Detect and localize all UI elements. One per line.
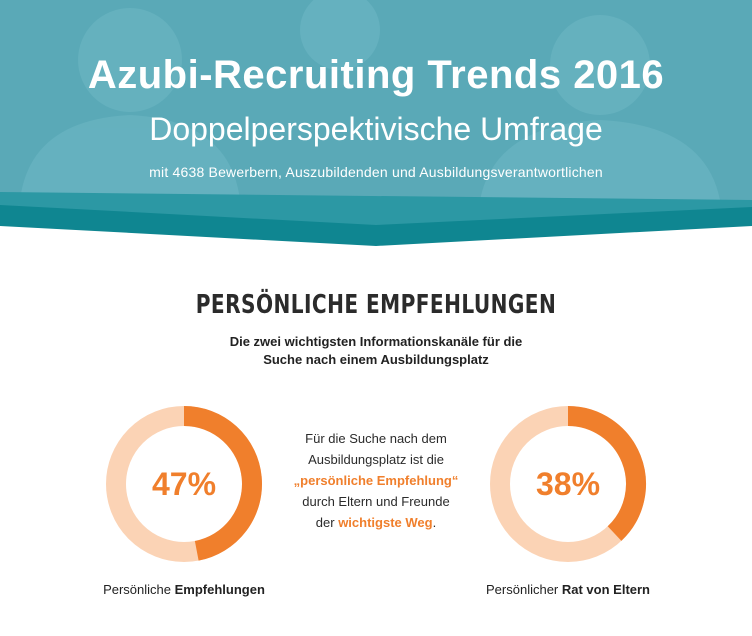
header-banner: Azubi-Recruiting Trends 2016 Doppelpersp…	[0, 0, 752, 250]
center-highlight-2: wichtigste Weg	[338, 515, 433, 530]
center-line-4-suffix: .	[432, 515, 437, 530]
donut-value-arc	[183, 406, 262, 561]
caption-prefix: Persönliche	[103, 582, 175, 597]
page-subtitle: Doppelperspektivische Umfrage	[149, 111, 603, 147]
caption-prefix: Persönlicher	[486, 582, 562, 597]
center-line-2: Ausbildungsplatz ist die	[308, 452, 444, 467]
center-line-4-prefix: der	[315, 515, 339, 530]
caption-empfehlungen: Persönliche Empfehlungen	[84, 582, 284, 597]
section-subtitle: Die zwei wichtigsten Informationskanäle …	[229, 334, 523, 367]
caption-bold: Rat von Eltern	[561, 582, 650, 597]
donut-percentage: 47%	[151, 465, 217, 502]
page-description: mit 4638 Bewerbern, Auszubildenden und A…	[149, 164, 603, 180]
donut-chart-empfehlungen: 47%	[105, 405, 263, 563]
donut-value-arc	[567, 406, 646, 541]
caption-eltern: Persönlicher Rat von Eltern	[468, 582, 668, 597]
center-line-3: durch Eltern und Freunde	[302, 494, 450, 509]
section-title: PERSÖNLICHE EMPFEHLUNGEN	[195, 290, 557, 320]
center-explanation: Für die Suche nach dem Ausbildungsplatz …	[286, 428, 466, 533]
donut-chart-eltern: 38%	[489, 405, 647, 563]
center-line-1: Für die Suche nach dem	[305, 431, 447, 446]
donut-percentage: 38%	[535, 465, 601, 502]
caption-bold: Empfehlungen	[174, 582, 265, 597]
page-title: Azubi-Recruiting Trends 2016	[87, 53, 665, 97]
header-background	[0, 0, 752, 246]
center-highlight-1: „persönliche Empfehlung“	[293, 473, 459, 488]
center-line-4: der wichtigste Weg.	[286, 512, 466, 533]
